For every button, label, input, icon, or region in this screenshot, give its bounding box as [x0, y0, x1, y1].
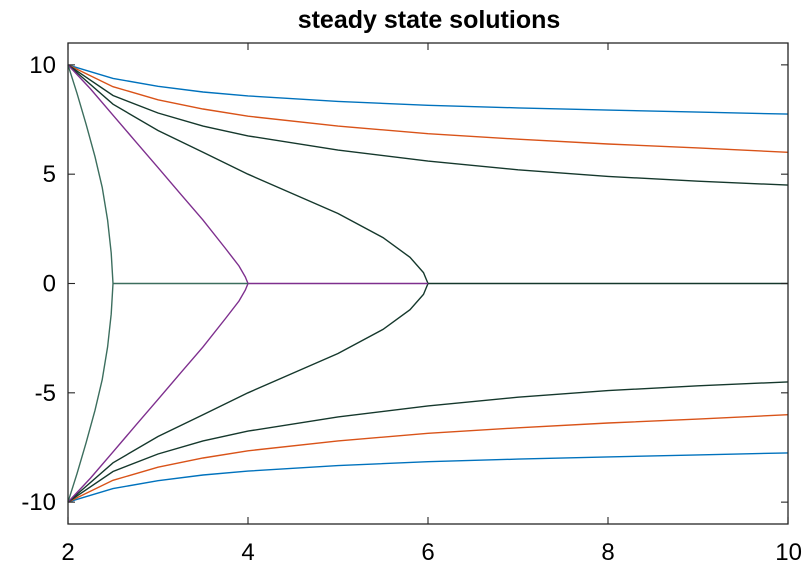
y-tick-label: 5: [43, 161, 56, 188]
chart-title: steady state solutions: [298, 6, 561, 34]
plot-area: 2 4 6 8 10 10 5 0 -5 -10: [21, 42, 802, 566]
y-tick-label: -10: [21, 489, 56, 516]
y-tick-label: 10: [29, 52, 56, 79]
x-tick-label: 4: [241, 539, 254, 566]
series-line-2: [67, 64, 789, 153]
y-tick-label: 0: [43, 271, 56, 298]
series-line-0: [67, 64, 789, 115]
x-tick-label: 6: [421, 539, 434, 566]
x-tick-label: 10: [775, 539, 802, 566]
x-tick-label: 8: [601, 539, 614, 566]
series-line-5: [67, 381, 789, 503]
x-tick-label: 2: [61, 539, 74, 566]
series-line-3: [67, 414, 789, 503]
series-line-4: [67, 64, 789, 186]
series-line-1: [67, 452, 789, 503]
y-tick-label: -5: [35, 380, 56, 407]
